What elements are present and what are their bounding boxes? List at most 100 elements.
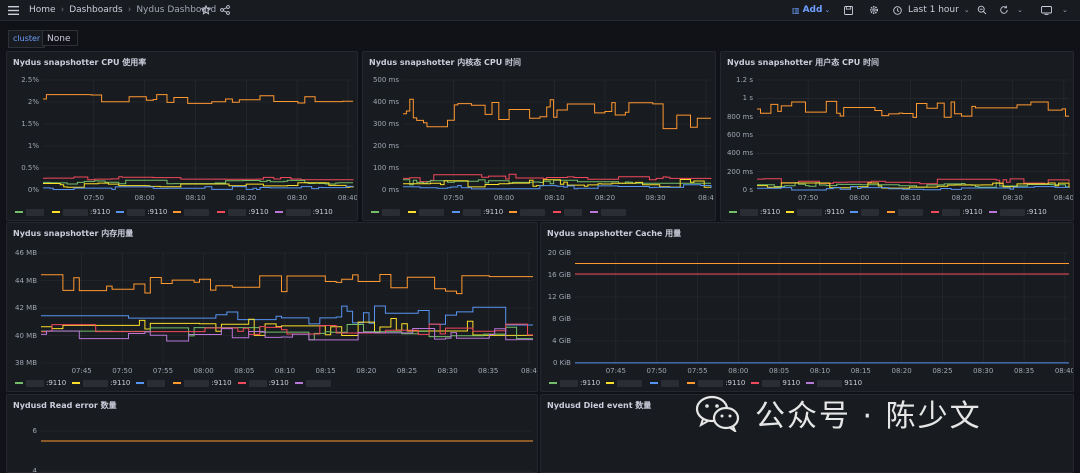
top-navbar: Home › Dashboards › Nydus Dashboard ▥ Ad… — [0, 0, 1080, 21]
settings-gear-icon[interactable] — [869, 0, 879, 20]
legend-label: :9110 — [1026, 208, 1047, 216]
legend-swatch — [72, 382, 81, 384]
panel-title[interactable]: Nydus snapshotter CPU 使用率 — [13, 58, 147, 67]
series-line-red — [403, 173, 712, 183]
y-tick-label: 4 GiB — [552, 337, 571, 345]
legend-item[interactable] — [15, 208, 46, 216]
x-tick-label: 07:45 — [605, 367, 626, 375]
legend-item[interactable] — [294, 379, 333, 387]
panel-mem[interactable]: Nydus snapshotter 内存用量 46 MB 44 MB 42 MB 40 … — [6, 222, 538, 392]
legend-item[interactable] — [509, 208, 547, 216]
x-tick-label: 08:00 — [193, 367, 214, 375]
watermark: 公众号 · 陈少文 — [695, 393, 982, 434]
x-tick-label: 07:45 — [71, 367, 92, 375]
legend-swatch — [217, 211, 226, 213]
star-icon[interactable] — [201, 0, 211, 20]
legend-item[interactable]: :9110 — [687, 379, 745, 387]
chart-legend: :9110 :9110 9110 9110 — [549, 379, 868, 387]
tv-mode-icon[interactable] — [1041, 0, 1052, 20]
panel-cpu[interactable]: Nydus snapshotter CPU 使用率 2.5% 2% 1.5% 1% 0.5… — [6, 51, 358, 221]
legend-item[interactable] — [408, 208, 446, 216]
chart-legend: :9110 — [371, 208, 634, 216]
panel-title[interactable]: Nydus snapshotter 用户态 CPU 时间 — [727, 58, 880, 67]
series-line-yellow — [757, 182, 1070, 189]
panel-readerr[interactable]: Nydusd Read error 数量 6 4 — [6, 394, 538, 473]
y-tick-label: 4 — [32, 467, 37, 473]
legend-item[interactable]: :9110 — [52, 208, 110, 216]
menu-icon[interactable] — [8, 0, 19, 20]
chevron-down-icon[interactable]: ⌄ — [1017, 6, 1023, 14]
legend-label: :9110 — [962, 208, 983, 216]
legend-redacted-host — [560, 379, 578, 387]
share-icon[interactable] — [220, 0, 230, 20]
legend-swatch — [408, 211, 416, 213]
legend-swatch — [553, 211, 562, 213]
breadcrumb-dashboards[interactable]: Dashboards — [69, 5, 123, 15]
panel-title[interactable]: Nydus snapshotter Cache 用量 — [547, 229, 682, 238]
refresh-icon[interactable] — [999, 0, 1009, 20]
legend-redacted-host — [564, 208, 583, 216]
legend-item[interactable]: :9110 — [173, 379, 232, 387]
legend-item[interactable]: :9110 — [549, 379, 600, 387]
y-tick-label: 400 ms — [372, 98, 399, 106]
legend-swatch — [274, 211, 283, 213]
x-tick-label: 07:55 — [687, 367, 708, 375]
y-tick-label: 6 — [32, 427, 37, 435]
zoom-out-icon[interactable] — [977, 0, 987, 20]
variable-select-cluster[interactable]: None ⌄ — [42, 30, 78, 59]
legend-redacted-host — [147, 379, 166, 387]
legend-item[interactable]: :9110 — [786, 208, 844, 216]
panel-kernel[interactable]: Nydus snapshotter 内核态 CPU 时间 500 ms 400 ms… — [362, 51, 716, 221]
legend-item[interactable] — [650, 379, 681, 387]
x-tick-label: 08:35 — [478, 367, 499, 375]
legend-item[interactable] — [590, 208, 628, 216]
y-tick-label: 20 GiB — [547, 249, 571, 257]
legend-item[interactable] — [553, 208, 584, 216]
legend-item[interactable]: :9110 — [217, 208, 269, 216]
panel-user[interactable]: Nydus snapshotter 用户态 CPU 时间 1.2 s 1 s 800 … — [720, 51, 1074, 221]
legend-item[interactable] — [850, 208, 881, 216]
legend-redacted-host — [661, 379, 680, 387]
y-tick-label: 8 GiB — [552, 315, 571, 323]
legend-item[interactable]: :9110 — [15, 379, 66, 387]
y-tick-label: 44 MB — [15, 276, 37, 285]
chevron-down-icon[interactable]: ⌄ — [1062, 6, 1068, 14]
save-icon[interactable] — [844, 0, 853, 20]
legend-label: :9110 — [248, 208, 269, 216]
legend-item[interactable] — [606, 379, 644, 387]
legend-label: :9110 — [760, 208, 781, 216]
legend-item[interactable] — [371, 208, 402, 216]
x-tick-label: 07:55 — [152, 367, 174, 375]
legend-item[interactable] — [887, 208, 925, 216]
x-tick-label: 08:4 — [521, 367, 537, 375]
legend-redacted-host — [127, 208, 146, 216]
legend-item[interactable]: :9110 — [729, 208, 780, 216]
panel-title[interactable]: Nydus snapshotter 内存用量 — [13, 229, 134, 238]
legend-item[interactable] — [136, 379, 167, 387]
breadcrumb-home[interactable]: Home — [29, 5, 56, 15]
legend-item[interactable]: :9110 — [931, 208, 983, 216]
legend-label: :9110 — [147, 208, 168, 216]
x-tick-label: 08:10 — [185, 194, 206, 202]
legend-swatch — [173, 211, 182, 213]
panel-title[interactable]: Nydusd Read error 数量 — [13, 401, 117, 410]
legend-item[interactable]: :9110 — [274, 208, 333, 216]
time-picker[interactable]: Last 1 hour ⌄ — [893, 0, 970, 20]
panel-cache[interactable]: Nydus snapshotter Cache 用量 20 GiB 16 GiB 12… — [540, 222, 1074, 392]
legend-item[interactable]: :9110 — [237, 379, 289, 387]
legend-item[interactable]: :9110 — [988, 208, 1047, 216]
legend-item[interactable]: 9110 — [751, 379, 800, 387]
x-tick-label: 08:05 — [769, 367, 790, 375]
legend-item[interactable]: :9110 — [72, 379, 130, 387]
legend-item[interactable]: 9110 — [806, 379, 862, 387]
panel-title[interactable]: Nydusd Died event 数量 — [547, 401, 652, 410]
add-button[interactable]: ▥ Add ⌄ — [792, 0, 830, 20]
series-line-yellow — [403, 179, 711, 188]
legend-label: 9110 — [844, 379, 863, 387]
legend-swatch — [687, 382, 696, 384]
legend-item[interactable]: :9110 — [452, 208, 503, 216]
legend-item[interactable]: :9110 — [116, 208, 167, 216]
legend-item[interactable] — [173, 208, 211, 216]
legend-redacted-host — [601, 208, 627, 216]
panel-title[interactable]: Nydus snapshotter 内核态 CPU 时间 — [369, 58, 522, 67]
